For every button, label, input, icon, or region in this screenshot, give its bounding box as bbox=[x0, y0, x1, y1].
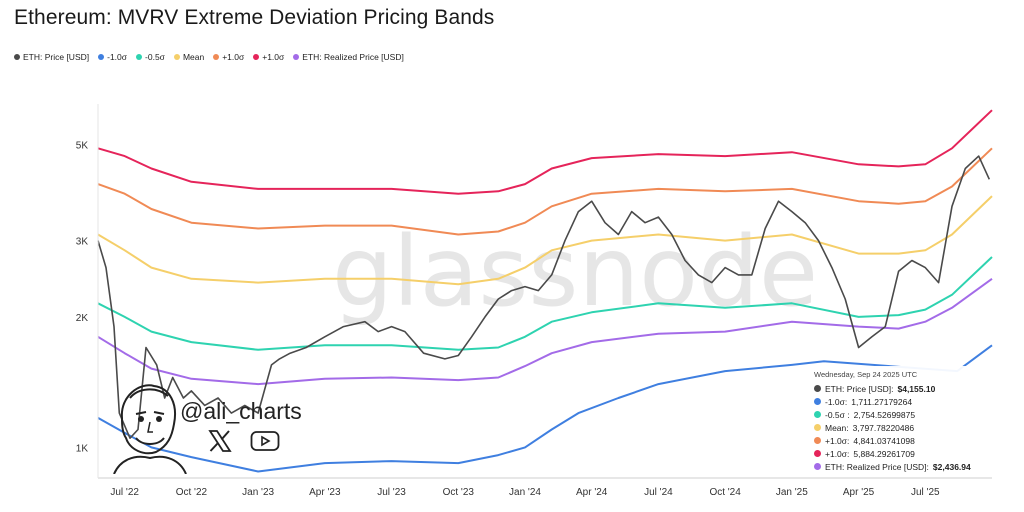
tooltip-dot-icon bbox=[814, 463, 821, 470]
y-tick-label: 3K bbox=[76, 237, 89, 248]
tooltip-row: -1.0σ: 1,711.27179264 bbox=[814, 395, 998, 408]
tooltip-row: ETH: Realized Price [USD]: $2,436.94 bbox=[814, 460, 998, 473]
chart-title: Ethereum: MVRV Extreme Deviation Pricing… bbox=[14, 6, 495, 29]
tooltip-value: $4,155.10 bbox=[897, 383, 936, 394]
tooltip-dot-icon bbox=[814, 411, 821, 418]
y-tick-label: 2K bbox=[76, 313, 89, 324]
legend-label: +1.0σ bbox=[262, 52, 285, 62]
tooltip-row: Mean: 3,797.78220486 bbox=[814, 421, 998, 434]
legend-label: Mean bbox=[182, 52, 205, 62]
tooltip-label: -0.5σ : bbox=[825, 409, 850, 420]
legend-item[interactable]: +1.0σ bbox=[213, 52, 244, 62]
legend-dot-icon bbox=[293, 54, 300, 60]
series-line-eth-realized-price-usd- bbox=[97, 277, 993, 386]
x-tick-label: Jul '24 bbox=[644, 487, 673, 498]
y-tick-label: 5K bbox=[76, 140, 89, 151]
youtube-logo-icon[interactable] bbox=[250, 430, 280, 452]
legend-item[interactable]: ETH: Realized Price [USD] bbox=[293, 52, 404, 62]
tooltip-dot-icon bbox=[814, 450, 821, 457]
tooltip-label: +1.0σ: bbox=[825, 448, 850, 459]
legend-dot-icon bbox=[253, 54, 260, 60]
x-tick-label: Oct '24 bbox=[709, 487, 741, 498]
x-tick-label: Jan '24 bbox=[509, 487, 541, 498]
x-tick-label: Jan '23 bbox=[242, 487, 274, 498]
avatar-sketch-icon bbox=[113, 384, 187, 475]
legend-dot-icon bbox=[136, 54, 143, 60]
series-line-eth-price-usd- bbox=[97, 155, 991, 439]
tooltip-value: 3,797.78220486 bbox=[852, 422, 915, 433]
x-tick-label: Jul '25 bbox=[911, 487, 940, 498]
tooltip-value: 5,884.29261709 bbox=[853, 448, 915, 459]
series-line--1-0- bbox=[97, 109, 993, 195]
tooltip-value: $2,436.94 bbox=[932, 461, 971, 472]
tooltip-dot-icon bbox=[814, 424, 821, 431]
x-tick-label: Jul '22 bbox=[110, 487, 139, 498]
social-icons bbox=[208, 430, 280, 452]
tooltip-row: -0.5σ :2,754.52699875 bbox=[814, 408, 998, 421]
legend-item[interactable]: -1.0σ bbox=[98, 52, 127, 62]
legend-label: ETH: Price [USD] bbox=[23, 52, 90, 62]
tooltip-value: 4,841.03741098 bbox=[853, 435, 915, 446]
hover-tooltip: Wednesday, Sep 24 2025 UTC ETH: Price [U… bbox=[808, 366, 1004, 477]
tooltip-dot-icon bbox=[814, 398, 821, 405]
x-tick-label: Jan '25 bbox=[776, 487, 808, 498]
legend-dot-icon bbox=[213, 54, 220, 60]
legend-label: -1.0σ bbox=[107, 52, 128, 62]
tooltip-value: 1,711.27179264 bbox=[851, 396, 913, 407]
x-tick-label: Apr '24 bbox=[576, 487, 608, 498]
legend-dot-icon bbox=[173, 54, 180, 60]
legend-item[interactable]: Mean bbox=[173, 52, 205, 62]
legend: ETH: Price [USD] -1.0σ -0.5σ Mean +1.0σ +1.0σ… bbox=[14, 52, 404, 62]
tooltip-row: +1.0σ: 5,884.29261709 bbox=[814, 447, 998, 460]
x-tick-label: Oct '23 bbox=[443, 487, 475, 498]
legend-label: +1.0σ bbox=[222, 52, 245, 62]
tooltip-row: +1.0σ: 4,841.03741098 bbox=[814, 434, 998, 447]
watermark: glassnode bbox=[332, 216, 818, 328]
legend-item[interactable]: +1.0σ bbox=[253, 52, 284, 62]
avatar bbox=[110, 378, 350, 475]
legend-label: -0.5σ bbox=[145, 52, 165, 62]
legend-label: ETH: Realized Price [USD] bbox=[302, 52, 404, 62]
y-tick-label: 1K bbox=[76, 443, 89, 454]
series-line--1-0- bbox=[97, 344, 993, 473]
x-tick-label: Apr '23 bbox=[309, 487, 341, 498]
tooltip-label: Mean: bbox=[825, 422, 849, 433]
legend-item[interactable]: -0.5σ bbox=[136, 52, 165, 62]
legend-dot-icon bbox=[98, 54, 105, 60]
series-line--0-5- bbox=[97, 256, 993, 351]
series-line--1-0-orange- bbox=[97, 147, 993, 236]
tooltip-value: 2,754.52699875 bbox=[853, 409, 916, 420]
tooltip-row: ETH: Price [USD]: $4,155.10 bbox=[814, 382, 998, 395]
x-tick-label: Oct '22 bbox=[176, 487, 208, 498]
tooltip-label: ETH: Realized Price [USD]: bbox=[825, 461, 929, 472]
tooltip-label: ETH: Price [USD]: bbox=[825, 383, 894, 394]
tooltip-dot-icon bbox=[814, 437, 821, 444]
series-line-mean bbox=[97, 195, 993, 286]
legend-item[interactable]: ETH: Price [USD] bbox=[14, 52, 89, 62]
x-tick-label: Jul '23 bbox=[377, 487, 406, 498]
tooltip-date: Wednesday, Sep 24 2025 UTC bbox=[814, 370, 918, 379]
x-tick-label: Apr '25 bbox=[843, 487, 875, 498]
tooltip-dot-icon bbox=[814, 385, 821, 392]
author-handle: @ali_charts bbox=[180, 398, 302, 424]
tooltip-label: +1.0σ: bbox=[825, 435, 850, 446]
x-logo-icon[interactable] bbox=[208, 430, 232, 452]
tooltip-label: -1.0σ: bbox=[825, 396, 848, 407]
legend-dot-icon bbox=[14, 54, 20, 60]
